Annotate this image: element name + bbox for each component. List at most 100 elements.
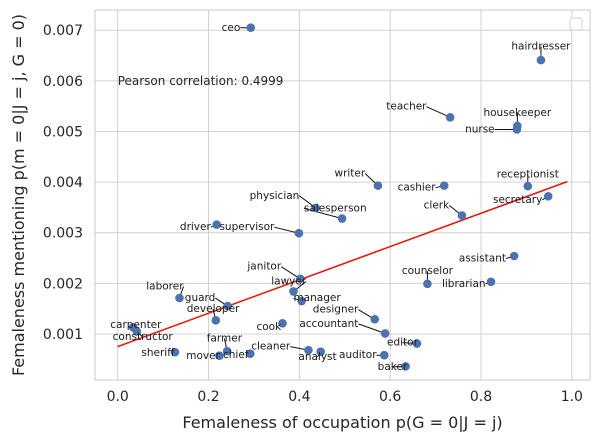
point-label-mover: mover xyxy=(186,350,220,362)
regression-line xyxy=(117,180,568,348)
data-point-counselor xyxy=(423,279,432,289)
data-point-cook xyxy=(278,319,287,328)
y-tick-label: 0.004 xyxy=(43,175,83,191)
point-label-supervisor: supervisor xyxy=(219,221,275,233)
data-point-analyst xyxy=(316,347,326,356)
x-axis-label: Femaleness of occupation p(G = 0|J = j) xyxy=(182,413,502,432)
fit-line-group xyxy=(117,180,568,348)
legend-box xyxy=(569,17,583,31)
point-label-driver: driver xyxy=(180,221,212,233)
data-point-editor xyxy=(412,339,422,348)
point-label-counselor: counselor xyxy=(402,265,454,277)
data-point-lawyer xyxy=(289,287,298,296)
y-tick-label: 0.006 xyxy=(43,74,83,90)
data-point-sheriff xyxy=(170,347,180,357)
y-tick-label: 0.007 xyxy=(43,23,83,39)
point-label-hairdresser: hairdresser xyxy=(511,40,571,52)
point-label-farmer: farmer xyxy=(207,333,243,345)
data-point-guard xyxy=(223,301,232,311)
point-label-laborer: laborer xyxy=(146,280,184,292)
point-label-constructor: constructor xyxy=(113,331,174,343)
data-point-teacher xyxy=(445,113,455,122)
data-point-manager xyxy=(297,296,306,306)
point-label-analyst: analyst xyxy=(298,351,336,363)
data-points xyxy=(128,23,553,371)
point-label-cook: cook xyxy=(256,321,282,333)
x-tick-label: 0.2 xyxy=(197,389,219,405)
data-point-librarian xyxy=(486,277,496,287)
x-tick-label: 0.8 xyxy=(470,389,492,405)
data-point-hairdresser xyxy=(536,55,546,65)
label-connector xyxy=(358,323,386,334)
point-label-cashier: cashier xyxy=(398,182,437,194)
point-label-baker: baker xyxy=(378,361,408,373)
data-point-writer xyxy=(373,181,383,190)
y-tick-label: 0.005 xyxy=(43,124,83,140)
point-label-sheriff: sheriff xyxy=(141,347,175,359)
data-point-ceo xyxy=(246,23,256,33)
x-ticks: 0.0 0.2 0.4 0.6 0.8 1.0 xyxy=(107,389,583,405)
data-point-chief xyxy=(246,349,255,358)
point-label-cleaner: cleaner xyxy=(251,341,291,353)
y-tick-label: 0.002 xyxy=(43,276,83,292)
data-point-supervisor xyxy=(294,228,304,238)
data-point-auditor xyxy=(379,350,389,360)
data-point-farmer xyxy=(222,346,232,356)
point-label-assistant: assistant xyxy=(459,253,506,265)
data-point-constructor xyxy=(132,327,142,336)
data-point-developer xyxy=(211,315,221,325)
point-label-janitor: janitor xyxy=(246,261,281,273)
y-tick-label: 0.001 xyxy=(43,327,83,343)
data-point-mover xyxy=(215,351,224,361)
grid xyxy=(95,10,590,380)
point-label-salesperson: salesperson xyxy=(304,202,367,214)
point-label-carpenter: carpenter xyxy=(110,319,162,331)
data-point-janitor xyxy=(295,274,305,284)
label-connector xyxy=(426,106,451,118)
y-tick-label: 0.003 xyxy=(43,226,83,242)
point-label-editor: editor xyxy=(387,337,419,349)
point-label-secretary: secretary xyxy=(493,194,542,206)
data-point-laborer xyxy=(175,293,184,303)
data-point-driver xyxy=(212,220,222,229)
x-tick-label: 0.6 xyxy=(379,389,401,405)
data-point-nurse xyxy=(512,125,522,134)
data-point-receptionist xyxy=(523,181,533,191)
point-label-receptionist: receptionist xyxy=(497,169,559,181)
data-point-baker xyxy=(401,362,410,371)
point-label-physician: physician xyxy=(250,190,300,202)
point-labels: ceo hairdresser teacher housekeeper nurse wri… xyxy=(110,22,571,373)
label-connector xyxy=(303,207,343,220)
point-label-nurse: nurse xyxy=(465,123,495,135)
x-tick-label: 0.4 xyxy=(288,389,310,405)
data-point-designer xyxy=(370,314,380,324)
data-point-salesperson xyxy=(337,214,347,223)
data-point-cleaner xyxy=(304,345,313,355)
point-label-accountant: accountant xyxy=(299,318,358,330)
point-label-librarian: librarian xyxy=(442,278,486,290)
data-point-cashier xyxy=(439,181,449,190)
point-label-developer: developer xyxy=(187,303,240,315)
point-label-designer: designer xyxy=(313,304,359,316)
y-ticks: 0.001 0.002 0.003 0.004 0.005 0.006 0.007 xyxy=(43,23,83,343)
y-axis-label: Femaleness mentioning p(m = 0|J = j, G =… xyxy=(9,14,28,376)
data-point-accountant xyxy=(380,329,390,338)
pearson-annotation: Pearson correlation: 0.4999 xyxy=(118,74,284,88)
data-point-physician xyxy=(311,203,321,213)
point-label-auditor: auditor xyxy=(339,349,377,361)
x-tick-label: 1.0 xyxy=(561,389,583,405)
data-point-assistant xyxy=(509,251,519,261)
plot-frame xyxy=(94,9,591,381)
point-label-lawyer: lawyer xyxy=(271,275,307,287)
x-tick-label: 0.0 xyxy=(107,389,129,405)
point-label-chief: chief xyxy=(223,349,249,361)
point-label-writer: writer xyxy=(334,168,365,180)
data-point-secretary xyxy=(543,191,553,201)
point-label-housekeeper: housekeeper xyxy=(483,107,551,119)
point-label-guard: guard xyxy=(185,292,216,304)
point-label-clerk: clerk xyxy=(424,199,450,211)
point-label-ceo: ceo xyxy=(222,22,241,34)
point-label-teacher: teacher xyxy=(386,101,427,113)
